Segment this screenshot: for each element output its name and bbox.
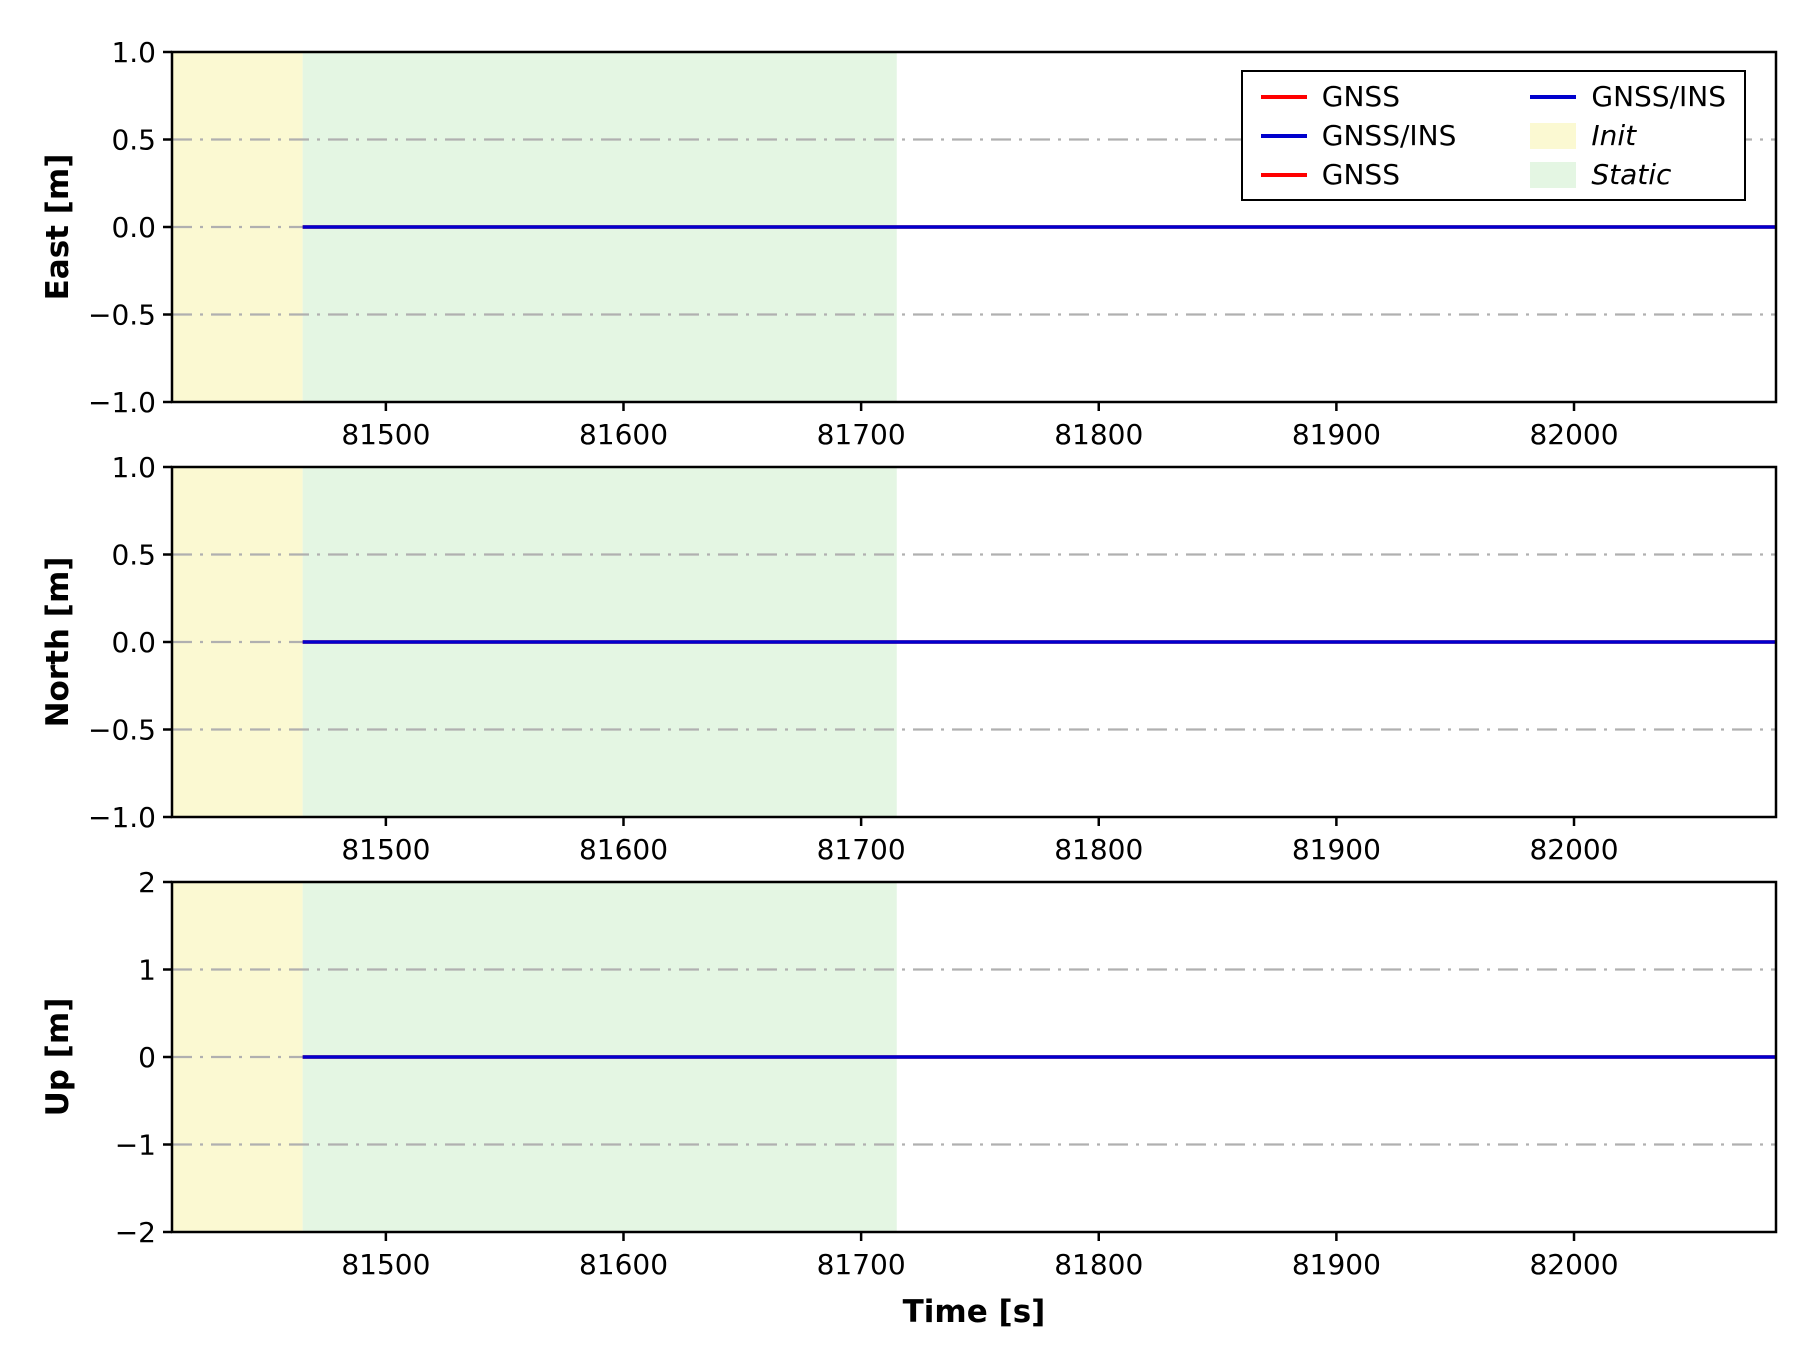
x-tick-label: 81700 [817, 418, 906, 451]
y-tick-label: 1.0 [111, 451, 156, 484]
legend-swatch-line [1260, 133, 1307, 138]
x-tick-label: 81700 [817, 833, 906, 866]
x-tick-label: 81800 [1054, 1248, 1143, 1281]
legend-label: GNSS/INS [1321, 119, 1457, 152]
x-tick-label: 81900 [1292, 1248, 1381, 1281]
legend-entry: Init [1530, 119, 1726, 152]
y-axis-label-up: Up [m] [40, 997, 76, 1117]
legend-swatch-line [1530, 94, 1577, 99]
x-tick-label: 82000 [1529, 418, 1618, 451]
x-tick-label: 81900 [1292, 833, 1381, 866]
legend-entry: GNSS [1260, 158, 1457, 191]
y-tick-label: −0.5 [88, 714, 156, 747]
legend-label: GNSS [1321, 158, 1400, 191]
x-axis-label: Time [s] [902, 1294, 1046, 1330]
subplot-north: −1.0 −0.5 0.0 0.5 1.0 81500 81600 81700 81800 819… [88, 451, 1778, 866]
legend-swatch-patch [1530, 122, 1577, 149]
y-tick-label: 0 [138, 1041, 156, 1074]
y-tick-label: 0.0 [111, 211, 156, 244]
legend-label: Static [1591, 158, 1672, 191]
x-tick-label: 81600 [579, 1248, 668, 1281]
legend-swatch-line [1260, 172, 1307, 177]
y-tick-label: −0.5 [88, 299, 156, 332]
legend-swatch-patch [1530, 161, 1577, 188]
legend-entry: GNSS/INS [1260, 119, 1457, 152]
x-tick-label: 81600 [579, 418, 668, 451]
y-tick-label: 0.5 [111, 124, 156, 157]
x-tick-label: 81700 [817, 1248, 906, 1281]
y-axis-label-north: North [m] [40, 556, 76, 728]
y-tick-label: 1 [138, 954, 156, 987]
legend-entry: GNSS [1260, 80, 1457, 113]
y-tick-label: 2 [138, 866, 156, 899]
legend-swatch-line [1260, 94, 1307, 99]
y-tick-label: 1.0 [111, 36, 156, 69]
legend: GNSS GNSS/INS GNSS GNSS/INS Init Static [1240, 70, 1746, 201]
subplot-east: −1.0 −0.5 0.0 0.5 1.0 81500 81600 81700 81800 819… [88, 36, 1778, 451]
x-tick-label: 81900 [1292, 418, 1381, 451]
legend-label: GNSS [1321, 80, 1400, 113]
y-tick-label: −2 [115, 1216, 156, 1249]
x-tick-label: 81500 [341, 418, 430, 451]
legend-entry: GNSS/INS [1530, 80, 1726, 113]
x-tick-label: 81500 [341, 1248, 430, 1281]
subplot-up: −2 −1 0 1 2 81500 81600 81700 81800 81900 82000 [115, 866, 1778, 1281]
legend-label: Init [1591, 119, 1637, 152]
x-tick-label: 81800 [1054, 418, 1143, 451]
y-axis-label-east: East [m] [40, 153, 76, 301]
x-tick-label: 81800 [1054, 833, 1143, 866]
y-tick-label: −1.0 [88, 801, 156, 834]
legend-label: GNSS/INS [1591, 80, 1726, 113]
y-tick-label: 0.0 [111, 626, 156, 659]
y-tick-label: 0.5 [111, 539, 156, 572]
legend-entry: Static [1530, 158, 1726, 191]
x-tick-label: 82000 [1529, 1248, 1618, 1281]
y-tick-label: −1.0 [88, 386, 156, 419]
x-tick-label: 81500 [341, 833, 430, 866]
x-tick-label: 81600 [579, 833, 668, 866]
y-tick-label: −1 [115, 1129, 156, 1162]
x-tick-label: 82000 [1529, 833, 1618, 866]
